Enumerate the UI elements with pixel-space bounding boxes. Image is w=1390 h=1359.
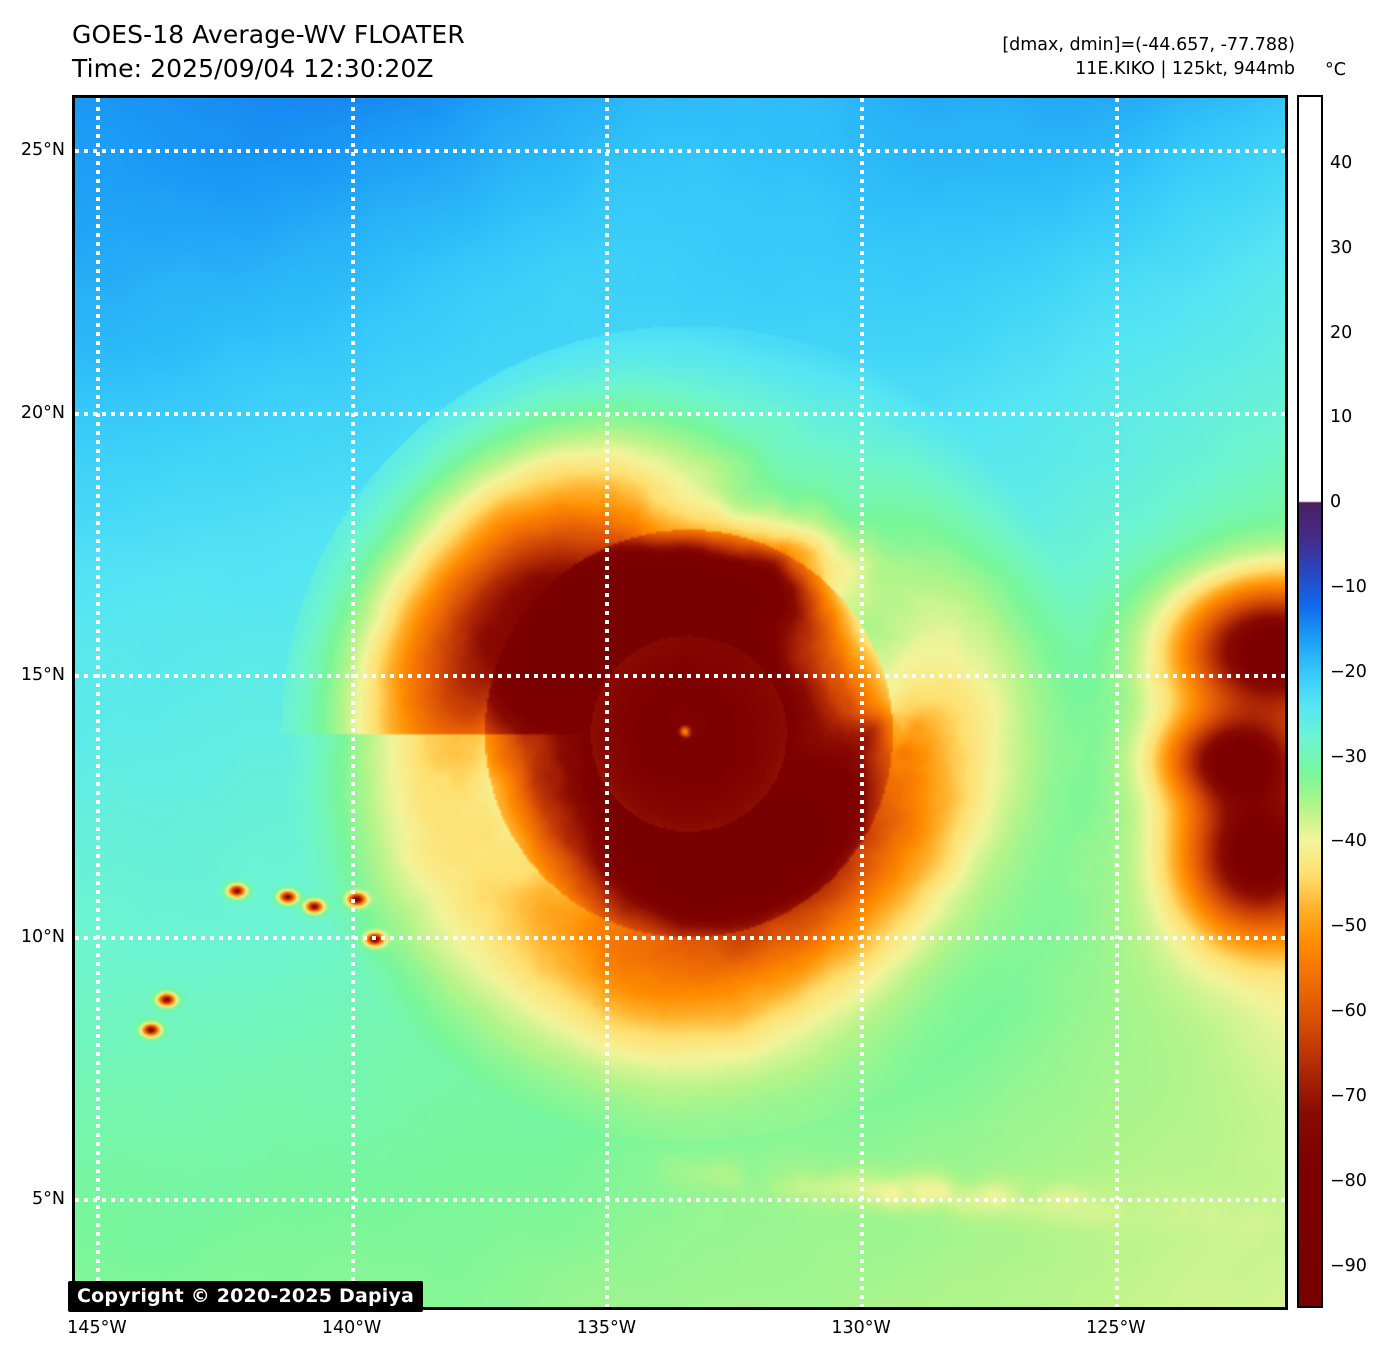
storm-info-label: 11E.KIKO | 125kt, 944mb	[1075, 59, 1295, 80]
colorbar-unit-label: °C	[1325, 60, 1346, 80]
x-axis-tick-label: 130°W	[831, 1318, 891, 1338]
colorbar-tick-label: −60	[1330, 1001, 1367, 1022]
y-axis-tick-label: 15°N	[20, 664, 65, 685]
y-axis-tick-label: 10°N	[20, 927, 65, 948]
colorbar-tick-label: −40	[1330, 831, 1367, 852]
colorbar-tick-label: −10	[1330, 576, 1367, 597]
copyright-banner: Copyright © 2020-2025 Dapiya	[68, 1281, 424, 1312]
colorbar-tick-label: 20	[1330, 322, 1353, 343]
x-axis-tick-label: 145°W	[67, 1318, 127, 1338]
dmax-dmin-label: [dmax, dmin]=(-44.657, -77.788)	[1002, 35, 1295, 55]
colorbar-tick-label: 40	[1330, 152, 1353, 173]
x-axis-tick-label: 125°W	[1086, 1318, 1146, 1338]
satellite-plot-area	[72, 95, 1288, 1310]
metadata-block: [dmax, dmin]=(-44.657, -77.788) 11E.KIKO…	[1002, 33, 1295, 81]
y-axis-tick-label: 5°N	[32, 1189, 65, 1210]
page-title: GOES-18 Average-WV FLOATER	[72, 20, 465, 49]
x-axis-tick-label: 140°W	[321, 1318, 382, 1338]
colorbar-tick-label: 10	[1330, 407, 1353, 428]
colorbar-tick-label: 30	[1330, 237, 1353, 258]
colorbar-tick-label: −20	[1330, 661, 1367, 682]
colorbar-tick-label: 0	[1330, 492, 1342, 513]
colorbar-tick-label: −80	[1330, 1170, 1367, 1191]
y-axis-tick-label: 20°N	[20, 402, 65, 423]
title-block: GOES-18 Average-WV FLOATER Time: 2025/09…	[72, 18, 465, 85]
colorbar-tick-label: −30	[1330, 746, 1367, 767]
colorbar	[1297, 95, 1323, 1308]
x-axis-tick-label: 135°W	[576, 1318, 637, 1338]
timestamp: Time: 2025/09/04 12:30:20Z	[72, 53, 434, 83]
colorbar-tick-label: −70	[1330, 1085, 1367, 1106]
satellite-imagery-canvas	[75, 98, 1285, 1307]
y-axis-tick-label: 25°N	[20, 140, 65, 161]
colorbar-tick-label: −50	[1330, 916, 1367, 937]
colorbar-gradient	[1299, 97, 1321, 1306]
colorbar-tick-label: −90	[1330, 1255, 1367, 1276]
